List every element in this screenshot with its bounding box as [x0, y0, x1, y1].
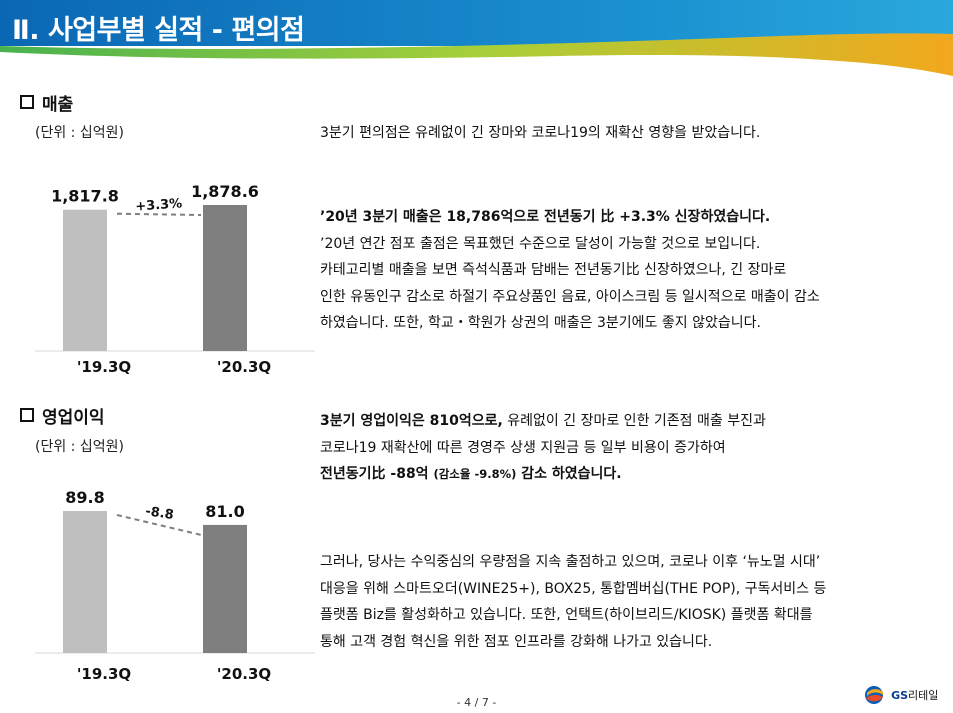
summary-line: 3분기 편의점은 유례없이 긴 장마와 코로나19의 재확산 영향을 받았습니다… [320, 125, 761, 141]
sales-bar-2020 [203, 205, 247, 351]
sales-bar-2019 [63, 209, 107, 351]
paragraph-strategy: 그러나, 당사는 수익중심의 우량점을 지속 출점하고 있으며, 코로나 이후 … [320, 549, 826, 655]
section-title-operating-income-label: 영업이익 [42, 408, 105, 428]
paragraph-operating-income: 3분기 영업이익은 810억으로, 유례없이 긴 장마로 인한 기존점 매출 부… [320, 408, 766, 488]
sales-category-2019: '19.3Q [76, 358, 132, 376]
header-banner [0, 0, 953, 82]
section-title-sales: 매출 [20, 90, 73, 115]
page-number: - 4 / 7 - [456, 696, 497, 709]
sales-line: 카테고리별 매출을 보면 즉석식품과 담배는 전년동기比 신장하였으나, 긴 장… [320, 262, 787, 278]
operating-income-bar-2020 [203, 524, 247, 653]
operating-income-headline: 3분기 영업이익은 810억으로, [320, 413, 503, 429]
checkbox-bullet-icon [20, 95, 34, 109]
sales-line: 인한 유동인구 감소로 하절기 주요상품인 음료, 아이스크림 등 일시적으로 … [320, 288, 820, 305]
operating-income-change: 전년동기比 -88억 [320, 466, 434, 482]
sales-line: ’20년 연간 점포 출점은 목표했던 수준으로 달성이 가능할 것으로 보입니… [320, 235, 761, 252]
operating-income-text: 유례없이 긴 장마로 인한 기존점 매출 부진과 [502, 413, 766, 429]
operating-income-text: 감소 하였습니다. [516, 466, 622, 482]
operating-income-bar-label-2020: 81.0 [205, 502, 244, 521]
operating-income-line: 코로나19 재확산에 따른 경영주 상생 지원금 등 일부 비용이 증가하여 [320, 439, 726, 456]
paragraph-sales: ’20년 3분기 매출은 18,786억으로 전년동기 比 +3.3% 신장하였… [320, 204, 820, 337]
logo-text: GS리테일 [891, 689, 938, 702]
operating-income-chart: 89.8 81.0 -8.8 [30, 478, 320, 654]
gs-retail-logo: GS리테일 [864, 684, 938, 705]
operating-income-line: 3분기 영업이익은 810억으로, 유례없이 긴 장마로 인한 기존점 매출 부… [320, 408, 766, 435]
sales-chart: 1,817.8 1,878.6 +3.3% [30, 176, 320, 352]
logo-gs: GS [891, 689, 909, 702]
sales-headline: ’20년 3분기 매출은 18,786억으로 전년동기 比 +3.3% 신장하였… [320, 209, 771, 225]
operating-income-bar-label-2019: 89.8 [65, 488, 104, 507]
section-title-operating-income: 영업이익 [20, 403, 105, 428]
sales-change-connector [116, 212, 202, 216]
sales-bar-label-2019: 1,817.8 [51, 187, 119, 206]
operating-income-rate: (감소율 -9.8%) [433, 467, 517, 481]
operating-income-unit-label: (단위 : 십억원) [35, 439, 124, 455]
page-title: Ⅱ. 사업부별 실적 - 편의점 [12, 15, 305, 46]
sales-line: 하였습니다. 또한, 학교・학원가 상권의 매출은 3분기에도 좋지 않았습니다… [320, 315, 761, 331]
sales-category-2020: '20.3Q [216, 358, 272, 376]
strategy-line: 그러나, 당사는 수익중심의 우량점을 지속 출점하고 있으며, 코로나 이후 … [320, 554, 821, 570]
paragraph-summary: 3분기 편의점은 유례없이 긴 장마와 코로나19의 재확산 영향을 받았습니다… [320, 120, 760, 147]
operating-income-category-2019: '19.3Q [76, 665, 132, 683]
operating-income-change-label: -8.8 [144, 504, 174, 523]
operating-income-category-2020: '20.3Q [216, 665, 272, 683]
section-title-sales-label: 매출 [42, 95, 74, 115]
gs-logo-icon [865, 685, 883, 704]
logo-name: 리테일 [908, 689, 939, 702]
operating-income-bar-2019 [63, 511, 107, 653]
sales-change-label: +3.3% [135, 196, 183, 214]
operating-income-line: 전년동기比 -88억 (감소율 -9.8%) 감소 하였습니다. [320, 461, 766, 488]
sales-unit-label: (단위 : 십억원) [35, 125, 124, 141]
strategy-line: 대응을 위해 스마트오더(WINE25+), BOX25, 통합멤버십(THE … [320, 580, 827, 597]
sales-bar-label-2020: 1,878.6 [191, 182, 259, 201]
checkbox-bullet-icon [20, 408, 34, 422]
strategy-line: 플랫폼 Biz를 활성화하고 있습니다. 또한, 언택트(하이브리드/KIOSK… [320, 607, 813, 623]
strategy-line: 통해 고객 경험 혁신을 위한 점포 인프라를 강화해 나가고 있습니다. [320, 633, 713, 650]
